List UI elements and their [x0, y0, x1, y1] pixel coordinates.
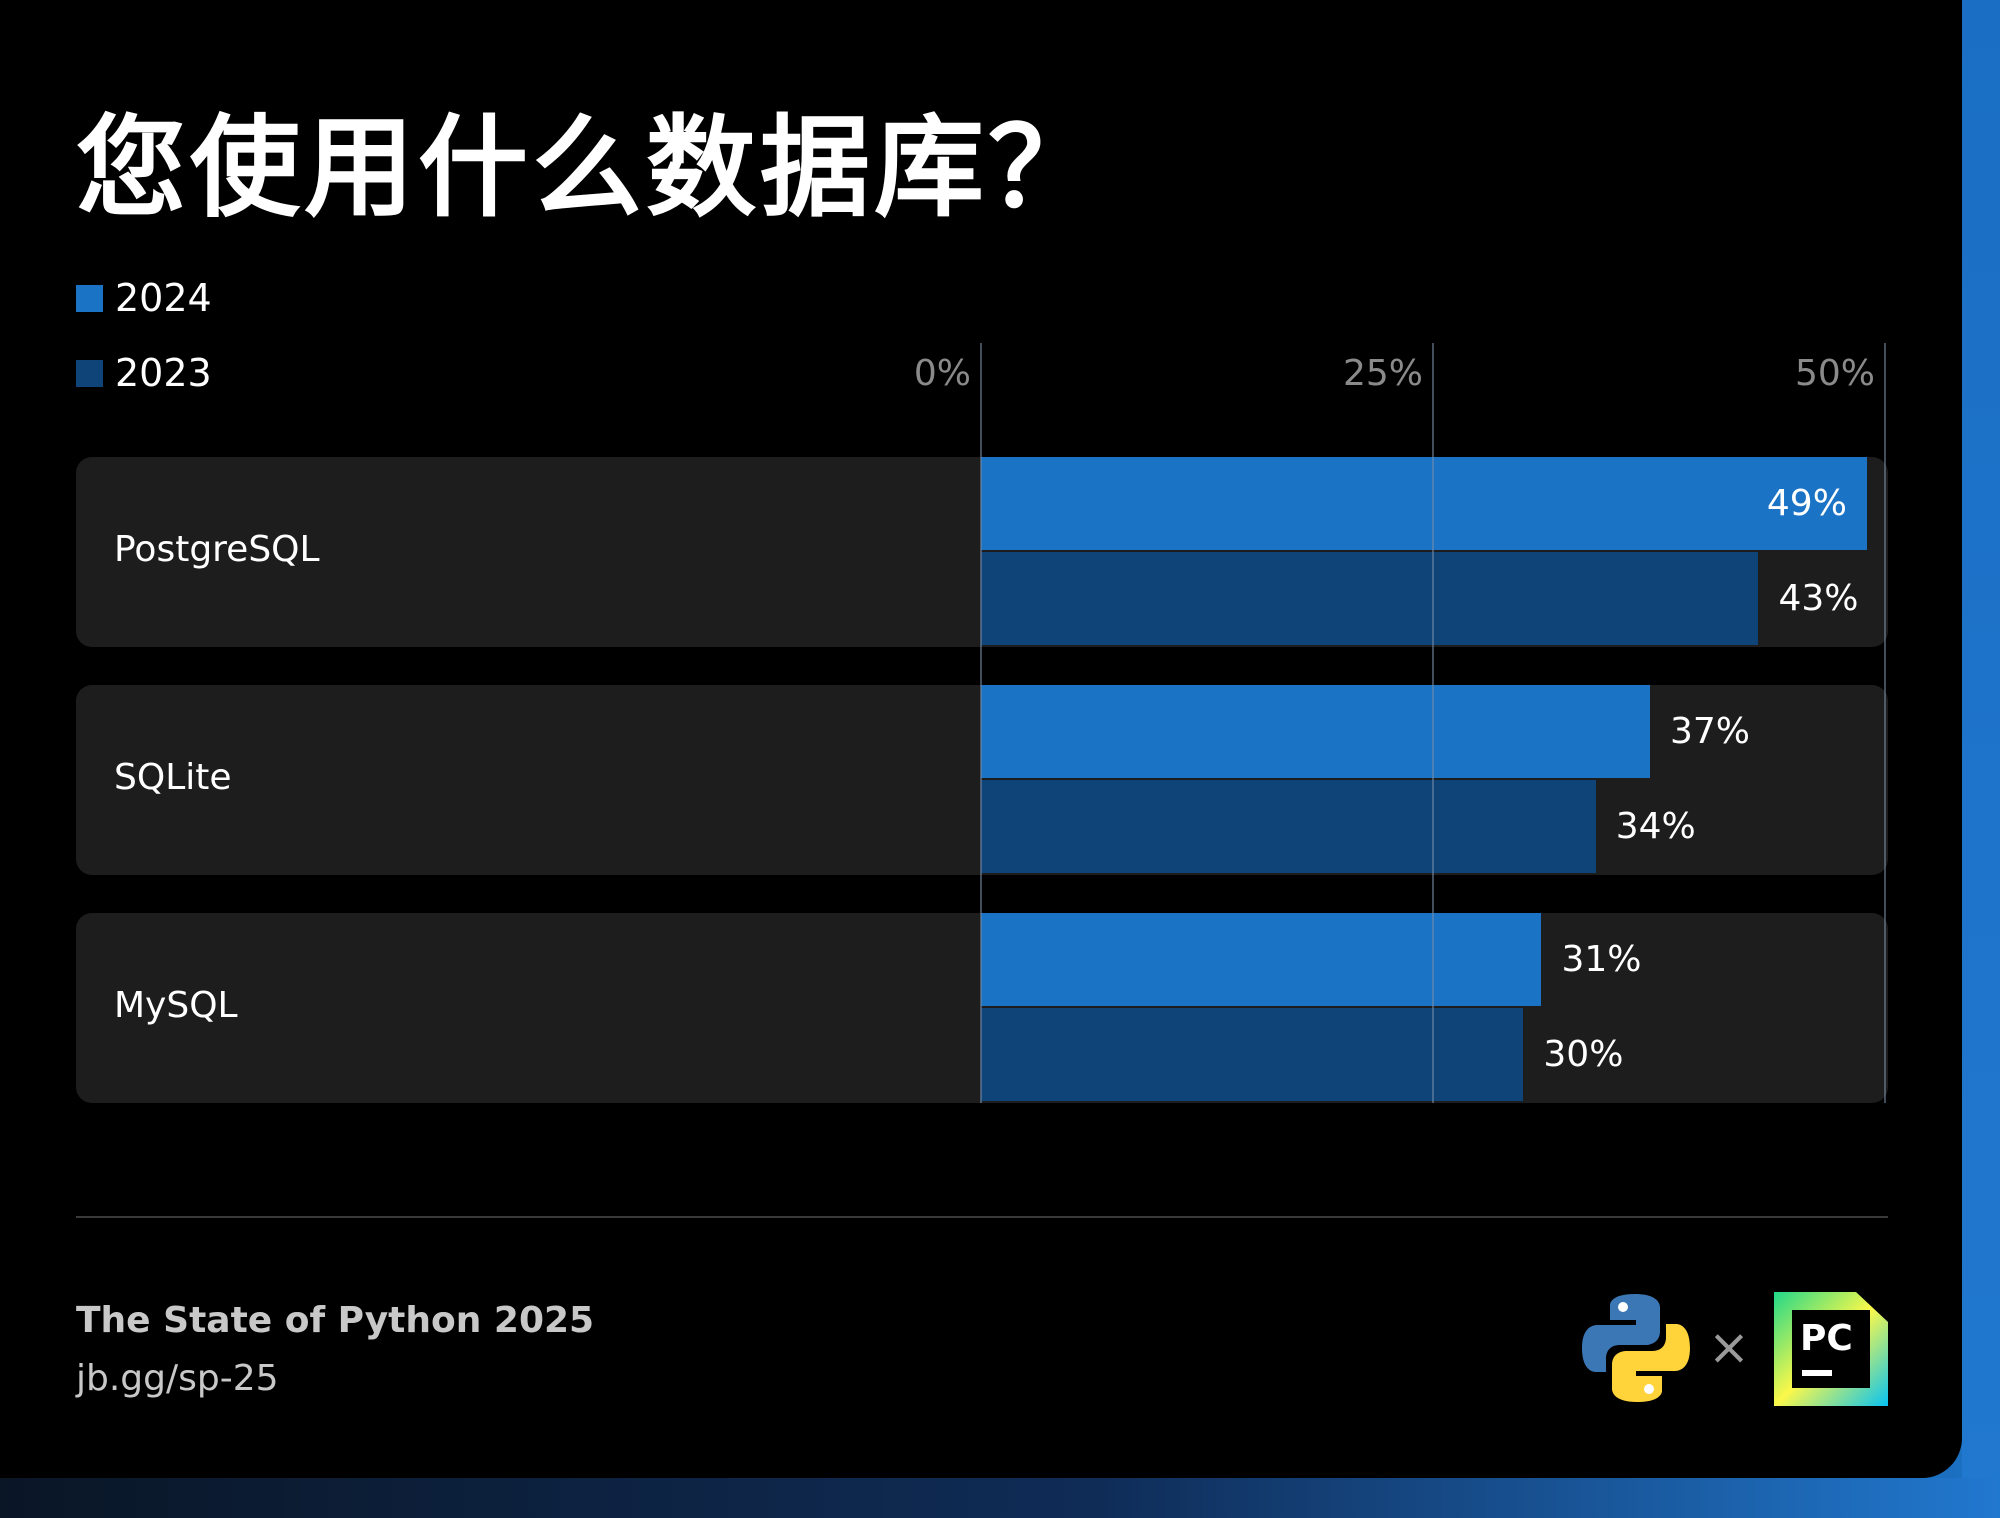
chart-title: 您使用什么数据库？	[76, 104, 1102, 232]
legend-swatch-2024	[76, 284, 103, 312]
x-tick-label: 25%	[1342, 353, 1423, 394]
accent-strip-bottom	[0, 1478, 2000, 1518]
bar-2024	[981, 457, 1867, 550]
times-separator-icon: ×	[1708, 1318, 1750, 1376]
x-tick-label: 0%	[913, 353, 971, 394]
accent-strip-right	[1962, 0, 2000, 1518]
bar-value-label: 43%	[1778, 578, 1859, 619]
bar-value-label: 49%	[1766, 483, 1847, 524]
bar-2024	[981, 685, 1650, 778]
bar-2023	[981, 1008, 1524, 1101]
legend-item-2023: 2023	[76, 351, 212, 395]
pycharm-logo-text: PC	[1800, 1318, 1853, 1359]
bar-value-label: 30%	[1543, 1034, 1624, 1075]
bar-2023	[981, 552, 1759, 645]
legend-item-2024: 2024	[76, 276, 212, 320]
x-tick-label: 50%	[1794, 353, 1875, 394]
python-logo-icon	[1582, 1294, 1690, 1402]
legend-label-2024: 2024	[115, 276, 212, 320]
category-label: SQLite	[114, 757, 232, 798]
footer-divider	[76, 1216, 1888, 1218]
gridline-50	[1884, 343, 1886, 1103]
bar-2024	[981, 913, 1542, 1006]
bar-2023	[981, 780, 1596, 873]
category-label: MySQL	[114, 985, 238, 1026]
category-label: PostgreSQL	[114, 529, 320, 570]
gridline-0	[980, 343, 982, 1103]
gridline-25	[1432, 343, 1434, 1103]
bar-value-label: 31%	[1561, 939, 1642, 980]
legend-swatch-2023	[76, 359, 103, 387]
footer-url: jb.gg/sp-25	[76, 1358, 279, 1399]
bar-value-label: 37%	[1669, 711, 1750, 752]
footer-title: The State of Python 2025	[76, 1300, 595, 1341]
bar-value-label: 34%	[1615, 806, 1696, 847]
legend-label-2023: 2023	[115, 351, 212, 395]
pycharm-logo-icon: PC	[1774, 1292, 1888, 1406]
